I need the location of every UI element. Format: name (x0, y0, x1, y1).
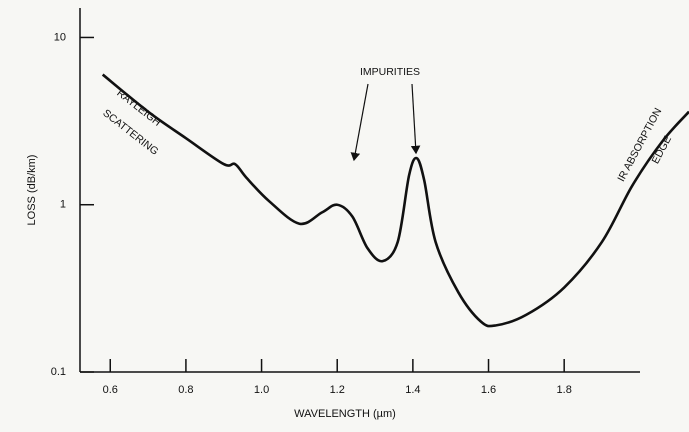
arrow (350, 83, 369, 162)
arrow (410, 83, 421, 155)
annotation: IMPURITIES (360, 66, 420, 78)
loss-curve (101, 73, 689, 328)
y-tick-label: 1 (60, 199, 66, 211)
y-axis-label: LOSS (dB/km) (26, 155, 38, 226)
x-tick-label: 1.6 (481, 384, 496, 396)
y-tick-label: 0.1 (51, 366, 66, 378)
x-tick-label: 1.0 (254, 384, 269, 396)
x-tick-label: 0.8 (178, 384, 193, 396)
y-tick-label: 10 (54, 31, 66, 43)
x-axis-label: WAVELENGTH (µm) (294, 408, 396, 420)
annotation: EDGE (650, 134, 675, 166)
x-tick-label: 1.2 (330, 384, 345, 396)
x-tick-label: 0.6 (103, 384, 118, 396)
x-tick-label: 1.4 (405, 384, 420, 396)
x-tick-label: 1.8 (557, 384, 572, 396)
